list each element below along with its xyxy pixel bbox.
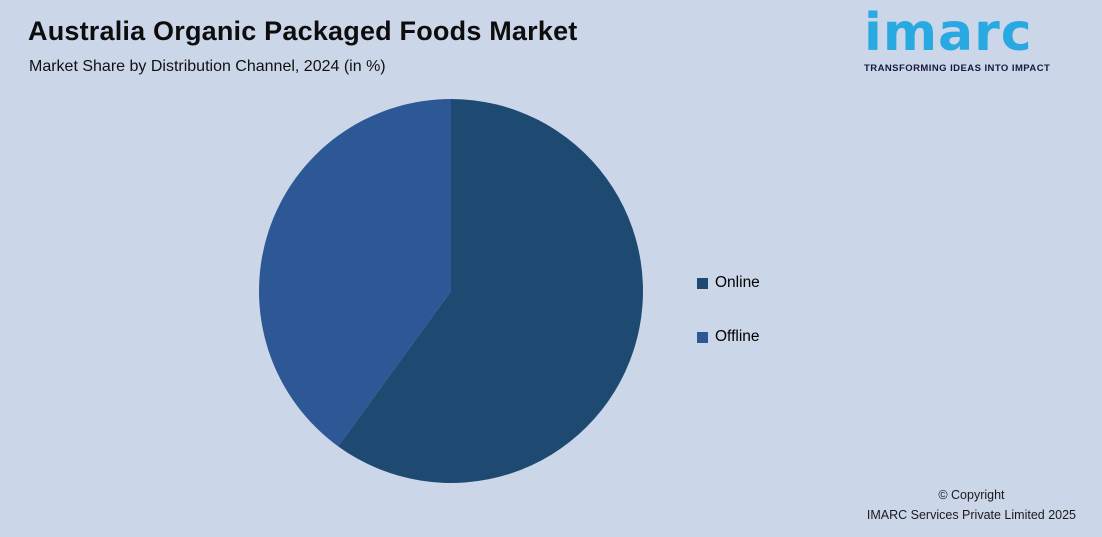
legend-item-online: Online	[697, 274, 760, 292]
legend-label-offline: Offline	[715, 328, 760, 345]
copyright-line1: © Copyright	[938, 488, 1005, 503]
legend-item-offline: Offline	[697, 328, 760, 346]
pie-slice-offline	[259, 99, 451, 447]
legend-swatch-online-icon	[697, 277, 708, 289]
legend: Online Offline	[697, 274, 760, 382]
pie-chart	[251, 91, 651, 491]
legend-swatch-offline-icon	[697, 331, 708, 343]
logo-tagline: TRANSFORMING IDEAS INTO IMPACT	[864, 62, 1051, 74]
chart-title: Australia Organic Packaged Foods Market	[28, 16, 578, 46]
pie-slice-online	[338, 99, 643, 483]
logo-wordmark: imarc	[864, 3, 1033, 63]
imarc-logo: imarc TRANSFORMING IDEAS INTO IMPACT	[864, 6, 1076, 74]
copyright-notice: © Copyright IMARC Services Private Limit…	[867, 486, 1076, 525]
chart-subtitle: Market Share by Distribution Channel, 20…	[29, 58, 386, 75]
pie-chart-svg	[259, 99, 643, 483]
copyright-line2: IMARC Services Private Limited 2025	[866, 507, 1076, 522]
legend-label-online: Online	[715, 274, 760, 291]
